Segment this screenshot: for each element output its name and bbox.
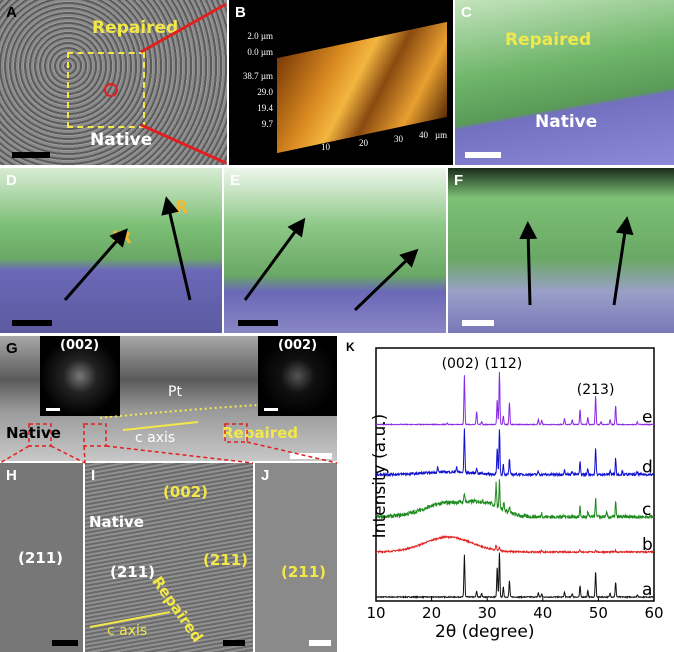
plane-label: (211): [281, 563, 327, 581]
native-label: Native: [6, 424, 61, 442]
native-label: Native: [89, 513, 144, 531]
y-tick: 19.4: [257, 103, 273, 113]
scale-bar: [238, 320, 278, 326]
panel-k-xrd-chart: K 10 20 30 40 50 60 a b c d e (002) (112) (213) Inten…: [340, 336, 674, 652]
panel-label: E: [230, 172, 241, 189]
series-label-e: e: [642, 408, 652, 428]
panel-label: G: [6, 340, 18, 357]
saed-label: (002): [278, 338, 318, 353]
x-tick-label: 40: [533, 604, 552, 622]
peak-label: (213): [577, 382, 615, 398]
panel-h-hrtem-image: H (211): [0, 463, 83, 652]
z-tick: 2.0 µm: [247, 31, 273, 41]
xrd-plot: 10 20 30 40 50 60 a bc d e (002) (112) (213): [366, 347, 664, 622]
plane-label-repaired: (211): [203, 551, 249, 569]
x-tick: 20: [359, 138, 368, 148]
peak-label: (112): [485, 356, 523, 372]
series-line-c: [375, 479, 655, 520]
series-line-a: [375, 552, 655, 600]
y-tick: 29.0: [257, 87, 273, 97]
x-tick: 30: [394, 134, 403, 144]
scale-bar: [290, 453, 332, 459]
panel-label: B: [235, 4, 246, 21]
r-label: R: [175, 198, 189, 218]
native-label: Native: [90, 130, 153, 150]
scale-bar: [12, 152, 50, 158]
z-axis-ticks: 2.0 µm 0.0 µm: [239, 28, 273, 60]
plane-label-002: (002): [163, 483, 209, 501]
panel-label: J: [261, 467, 270, 484]
panel-label: C: [461, 4, 472, 21]
panel-label: F: [454, 172, 464, 189]
panel-e-sem-image: E: [224, 168, 446, 333]
y-tick: 38.7 µm: [242, 71, 273, 81]
panel-label: K: [346, 340, 355, 354]
saed-inset-native: (002): [40, 336, 120, 416]
x-unit: µm: [435, 130, 448, 140]
x-tick-label: 10: [366, 604, 385, 622]
panel-label: H: [6, 467, 17, 484]
panel-b-afm-image: B 2.0 µm 0.0 µm 38.7 µm 29.0 19.4 9.7 10…: [229, 0, 453, 165]
scale-bar: [223, 640, 245, 646]
series-label-b: b: [642, 535, 653, 555]
x-tick-label: 60: [644, 604, 663, 622]
panel-i-hrtem-image: I Native (211) (002) (211) Repaired c ax…: [85, 463, 253, 652]
zoom-region-box: [67, 52, 145, 128]
series-line-b: [375, 534, 654, 555]
panel-d-sem-image: D IR R: [0, 168, 222, 333]
scale-bar: [462, 320, 494, 326]
x-axis-label: 2θ (degree): [435, 622, 535, 642]
repaired-label: Repaired: [222, 424, 299, 442]
plane-label: (211): [18, 549, 64, 567]
panel-j-hrtem-image: J (211): [255, 463, 337, 652]
scale-bar: [465, 152, 501, 158]
panel-g-tem-image: G (002) (002) Pt Native c axis Repaired: [0, 336, 337, 461]
plane-label-native: (211): [110, 563, 156, 581]
panel-f-sem-image: F: [448, 168, 674, 333]
red-circle-marker: [104, 83, 118, 97]
c-axis-label: c axis: [107, 623, 148, 639]
panel-c-sem-image: C Repaired Native: [455, 0, 674, 165]
z-tick: 0.0 µm: [247, 47, 273, 57]
c-axis-label: c axis: [135, 430, 176, 446]
ir-label: IR: [112, 228, 132, 248]
panel-label: A: [6, 4, 17, 21]
scale-bar: [52, 640, 78, 646]
series-label-d: d: [642, 458, 653, 478]
saed-label: (002): [60, 338, 100, 353]
native-label: Native: [535, 112, 598, 132]
x-tick: 40: [419, 130, 428, 140]
y-axis-ticks: 38.7 µm 29.0 19.4 9.7: [233, 68, 273, 132]
y-axis-label: Intensity (a.u.): [370, 413, 390, 539]
scale-bar: [309, 640, 331, 646]
peak-label: (002): [442, 356, 480, 372]
x-tick-label: 20: [422, 604, 441, 622]
panel-label: I: [91, 467, 96, 484]
repaired-label: Repaired: [92, 18, 179, 38]
series-label-c: c: [642, 500, 651, 520]
pt-label: Pt: [168, 384, 182, 400]
x-tick: 10: [321, 142, 330, 152]
panel-a-sem-image: A Repaired Native: [0, 0, 227, 165]
scale-bar: [46, 408, 60, 411]
saed-inset-repaired: (002): [258, 336, 337, 416]
series-label-a: a: [642, 580, 652, 600]
series-line-e: [376, 371, 655, 427]
y-tick: 9.7: [261, 119, 273, 129]
scale-bar: [264, 408, 278, 411]
repaired-label: Repaired: [148, 573, 207, 646]
series-line-d: [375, 428, 655, 478]
x-tick-label: 30: [478, 604, 497, 622]
scale-bar: [12, 320, 52, 326]
repaired-label: Repaired: [505, 30, 592, 50]
panel-label: D: [6, 172, 17, 189]
x-tick-label: 50: [589, 604, 608, 622]
